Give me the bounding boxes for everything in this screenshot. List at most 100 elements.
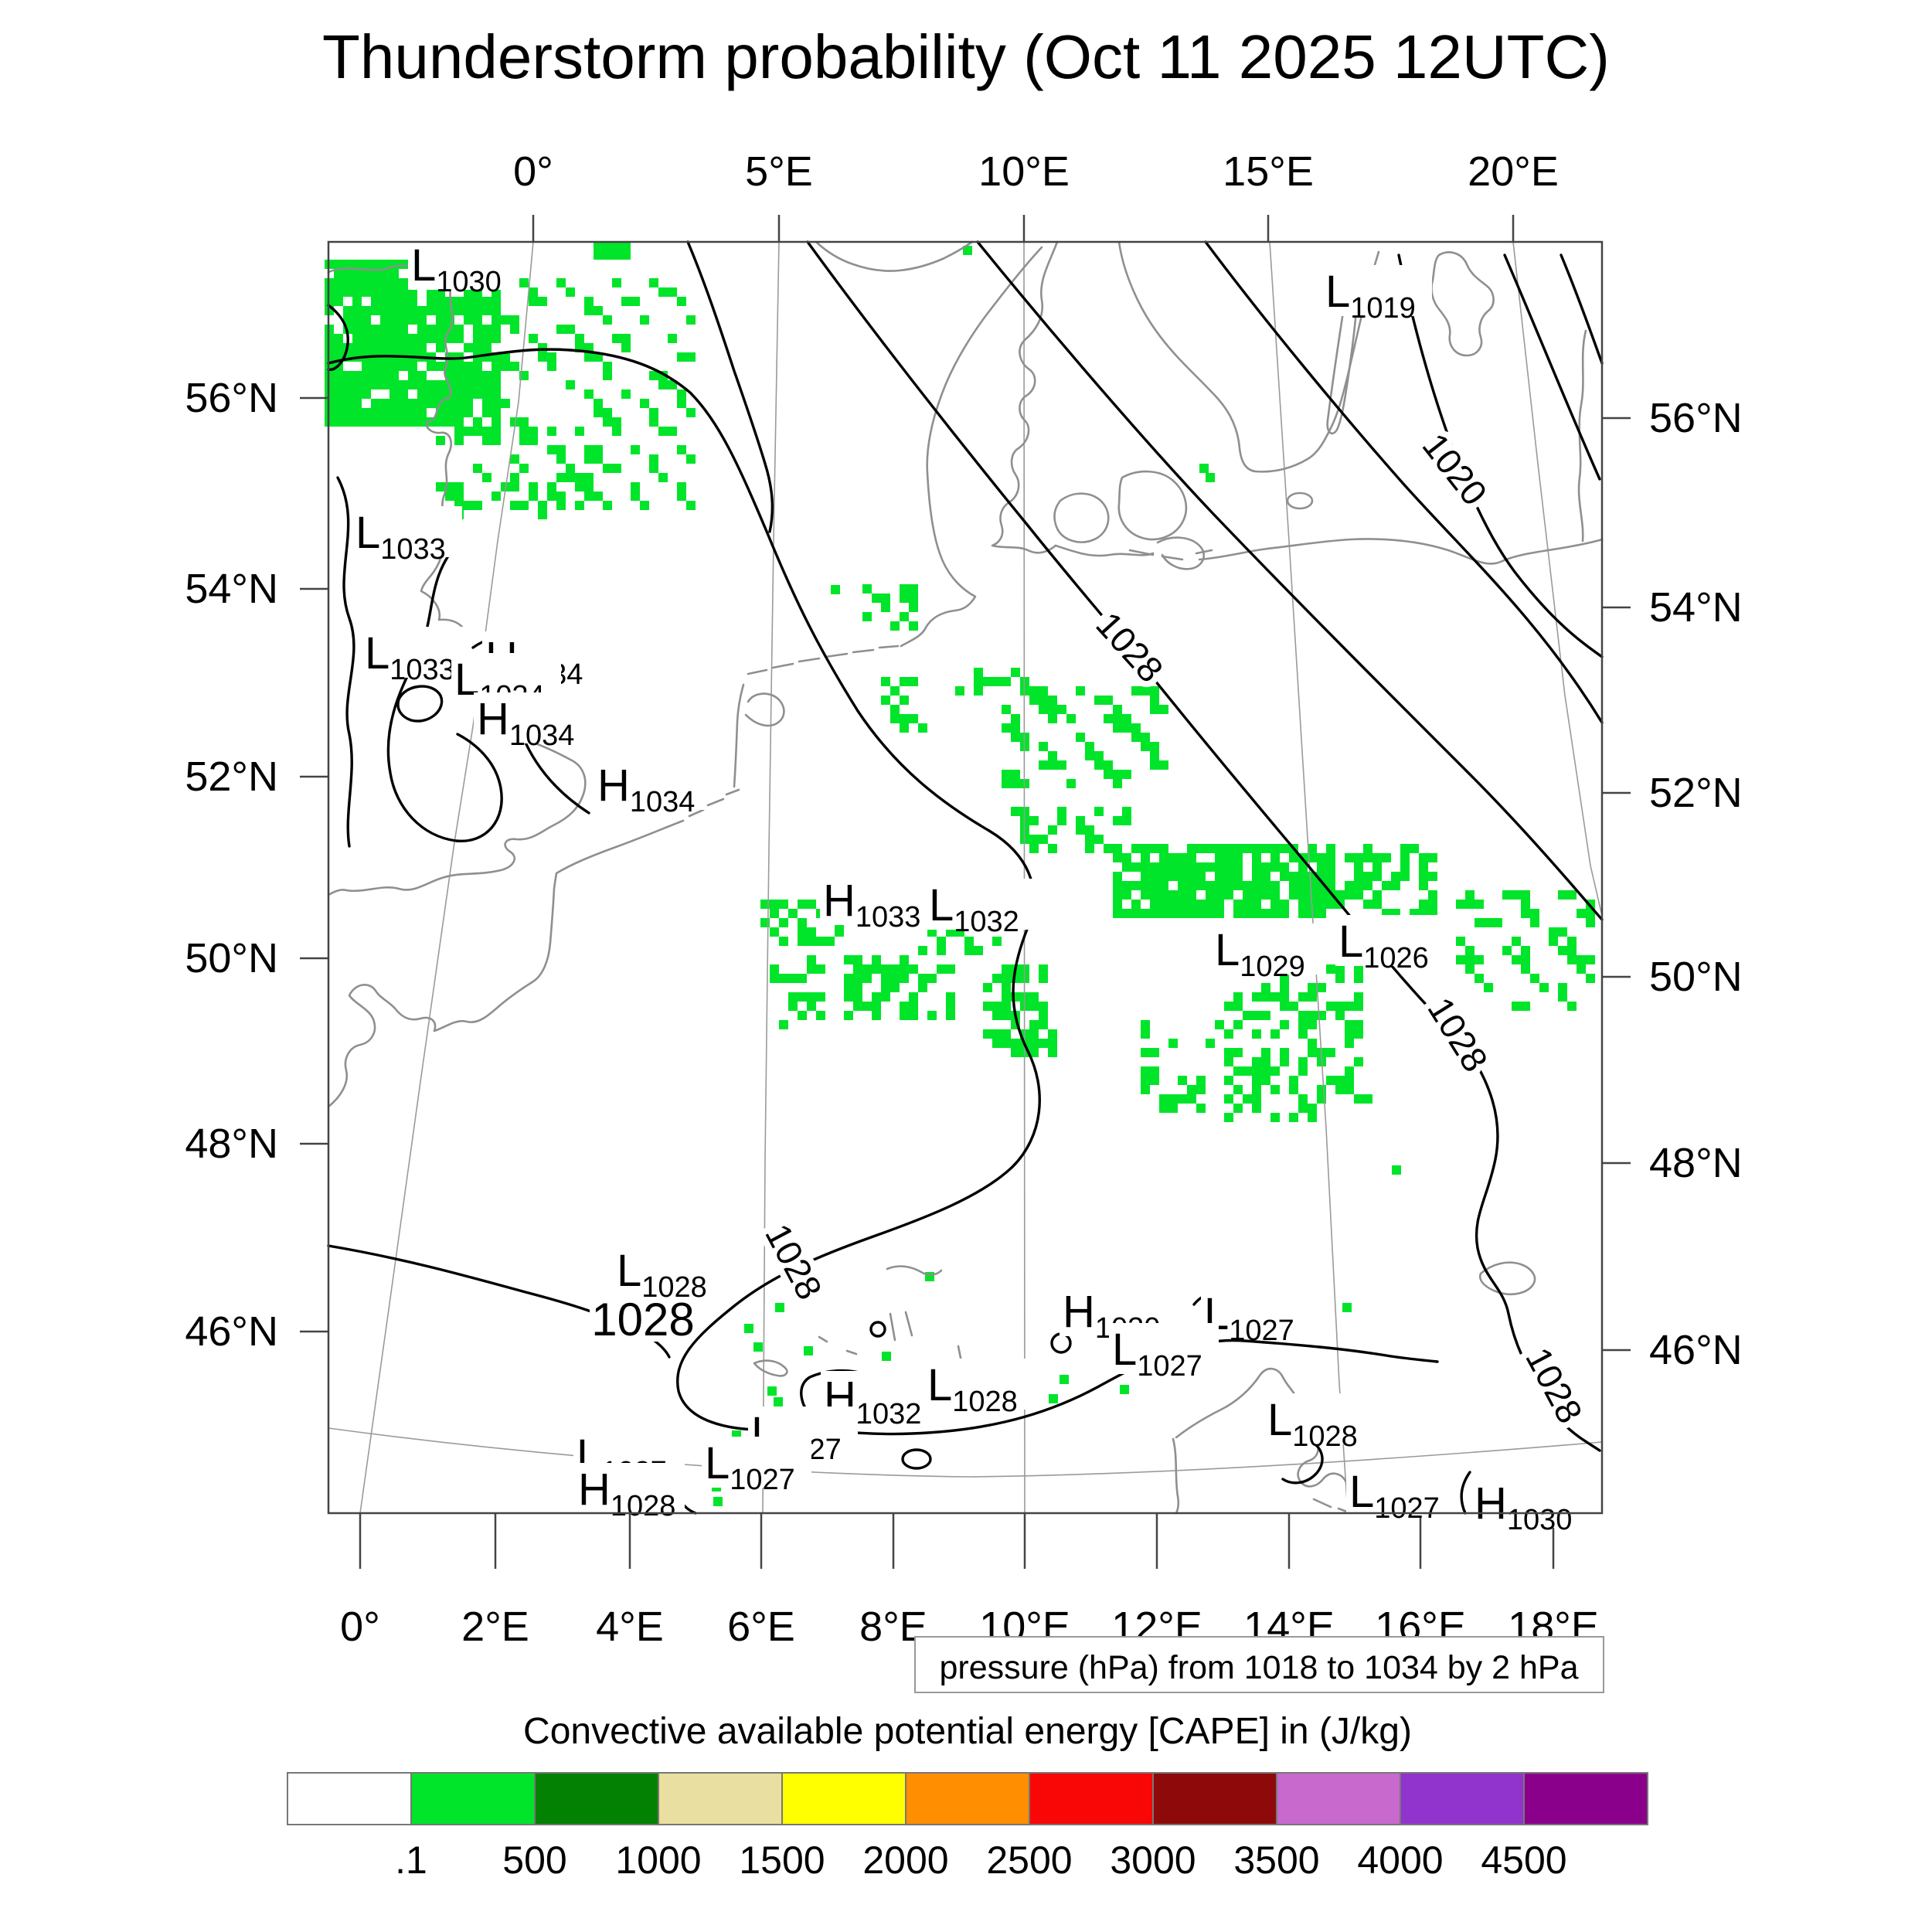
pressure-center-l1019: L1019 <box>1322 265 1432 325</box>
cape-cell <box>1261 1011 1270 1020</box>
cape-cell <box>343 306 352 315</box>
cape-cell <box>1392 1165 1401 1175</box>
coast-sweden <box>1117 240 1380 473</box>
cape-cell <box>1085 751 1094 760</box>
cape-cell <box>492 408 501 417</box>
cape-cell <box>974 946 983 955</box>
cape-cell <box>380 343 389 352</box>
cape-cell <box>1289 1113 1298 1122</box>
colorbar-cell <box>1523 1772 1648 1825</box>
cape-cell <box>501 352 510 362</box>
cape-cell <box>575 473 584 482</box>
cape-cell <box>1011 807 1020 816</box>
cape-cell <box>1168 862 1178 872</box>
cape-cell <box>1159 760 1168 770</box>
cape-cell <box>1465 946 1475 955</box>
cape-cell <box>1502 890 1512 900</box>
cape-cell <box>584 482 594 492</box>
cape-cell <box>1141 1085 1150 1094</box>
colorbar-cell <box>1029 1772 1154 1825</box>
cape-cell <box>362 260 371 269</box>
cape-cell <box>909 594 918 603</box>
cape-cell <box>890 621 900 631</box>
cape-cell <box>603 501 612 510</box>
cape-cell <box>1178 1094 1187 1104</box>
cape-cell <box>1233 1066 1243 1076</box>
cape-cell <box>1113 723 1122 733</box>
cape-cell <box>992 1029 1002 1039</box>
cape-cell <box>482 297 492 306</box>
cape-cell <box>1372 853 1382 862</box>
cape-cell <box>547 492 556 501</box>
cape-cell <box>1335 1076 1345 1085</box>
cape-cell <box>538 501 547 510</box>
cape-cell <box>547 352 556 362</box>
isobar-value-label: 1028 <box>757 1217 830 1306</box>
cape-cell <box>519 417 529 427</box>
cape-cell <box>890 974 900 983</box>
cape-cell <box>547 362 556 371</box>
cape-cell <box>510 501 519 510</box>
pressure-label-bg <box>1212 923 1321 975</box>
cape-cell <box>1530 918 1539 927</box>
cape-cell <box>1521 1002 1530 1011</box>
cape-cell <box>389 287 399 297</box>
pressure-label-bg <box>474 692 583 743</box>
cape-cell <box>1308 853 1317 862</box>
cape-cell <box>436 380 445 389</box>
cape-cell <box>1252 1057 1261 1066</box>
cape-cell <box>612 334 621 343</box>
isobar-small-oval <box>901 1448 932 1470</box>
cape-cell <box>1586 955 1595 964</box>
cape-cell <box>807 964 816 974</box>
cape-cell <box>686 315 696 325</box>
cape-cell <box>1196 862 1206 872</box>
pressure-letter: L1028 <box>1267 1395 1358 1453</box>
cape-cell <box>464 399 473 408</box>
colorbar-cell <box>905 1772 1030 1825</box>
cape-cell <box>380 306 389 315</box>
cape-cell <box>492 297 501 306</box>
cape-cell <box>918 946 927 955</box>
cape-cell <box>1456 937 1465 946</box>
cape-cell <box>473 464 482 473</box>
cape-cell <box>1326 1076 1335 1085</box>
cape-cell <box>853 964 862 974</box>
pressure-label-bg <box>924 1359 1034 1410</box>
cape-cell <box>1280 909 1289 918</box>
cape-cell <box>454 362 464 371</box>
cape-cell <box>779 937 788 946</box>
coast-ijsselmeer <box>744 692 785 727</box>
cape-cell <box>1586 974 1595 983</box>
cape-cell <box>352 417 362 427</box>
cape-cell <box>492 436 501 445</box>
cape-cell <box>464 371 473 380</box>
cape-cell <box>1372 862 1382 872</box>
cape-cell <box>408 380 417 389</box>
cape-cell <box>909 1002 918 1011</box>
isobar-1030-top <box>686 240 774 533</box>
cape-cell <box>1168 872 1178 881</box>
cape-cell <box>1159 1104 1168 1113</box>
cape-cell <box>1308 1048 1317 1057</box>
cape-cell <box>473 343 482 352</box>
cape-cell <box>1539 983 1549 992</box>
cape-cell <box>1326 853 1335 862</box>
cape-cell <box>380 297 389 306</box>
cape-cell <box>1141 844 1150 853</box>
coast-baltic-east <box>1577 329 1587 543</box>
cape-cell <box>1196 844 1206 853</box>
cape-cell <box>775 1303 784 1312</box>
cape-cell <box>1586 909 1595 918</box>
cape-cell <box>1206 890 1215 900</box>
cape-cell <box>862 964 872 974</box>
cape-cell <box>1261 983 1270 992</box>
cape-cell <box>1011 1048 1020 1057</box>
cape-cell <box>1131 862 1141 872</box>
cape-cell <box>436 482 445 492</box>
pressure-letter: L1032 <box>929 880 1019 938</box>
isobar-small-circle-1 <box>1050 1332 1072 1354</box>
cape-cell <box>492 417 501 427</box>
cape-cell <box>492 325 501 334</box>
bottom-axis-label: 4°E <box>596 1604 664 1650</box>
